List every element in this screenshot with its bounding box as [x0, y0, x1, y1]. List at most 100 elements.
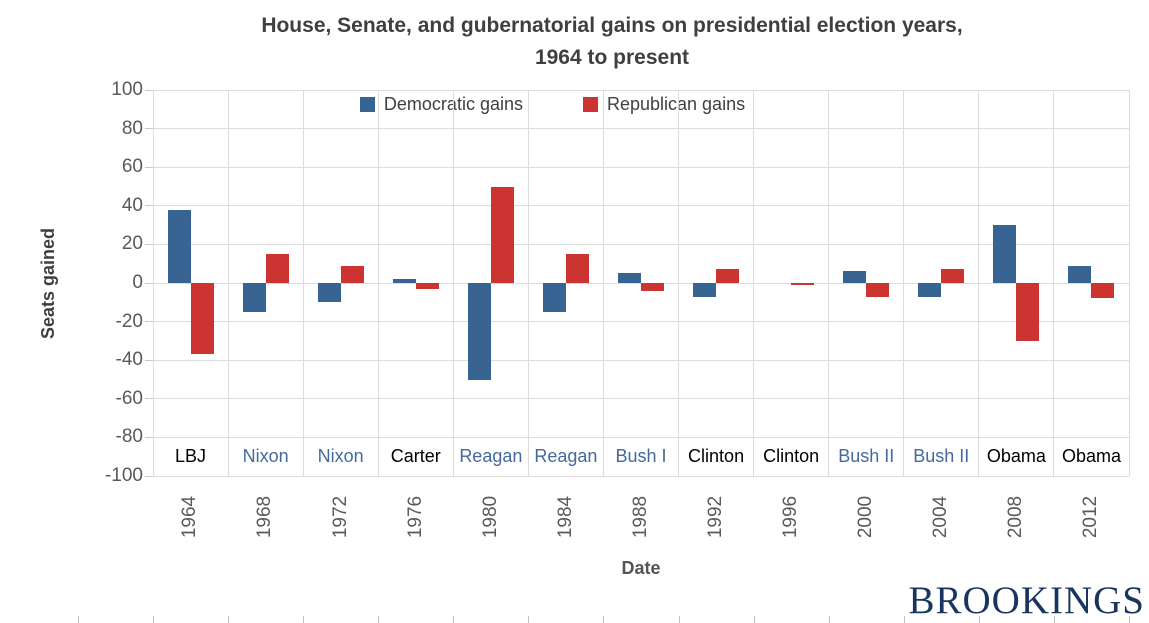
- president-label-1992: Clinton: [688, 446, 745, 466]
- year-text: 2000: [855, 495, 877, 539]
- president-label-1984: Reagan: [534, 446, 598, 466]
- president-label-1976: Carter: [390, 446, 441, 466]
- year-text: 2004: [930, 495, 952, 539]
- brookings-logo: BROOKINGS: [908, 579, 1145, 622]
- y-axis-tick: [145, 205, 153, 207]
- president-label-2012: Obama: [1061, 446, 1121, 466]
- y-axis-tick: [145, 475, 153, 477]
- y-axis-tick-label: 0: [132, 272, 143, 293]
- plot-area: -100 -80 -60 -40 -20 0 20 40 60 80 100 LBJ Nixon Nixo…: [105, 79, 1130, 486]
- gridline-vertical: [527, 90, 529, 476]
- bar-republican-1972: [340, 265, 364, 283]
- gridline-vertical: [452, 90, 454, 476]
- bar-republican-2000: [866, 283, 890, 297]
- gridline-vertical: [302, 90, 304, 476]
- year-text: 1976: [404, 495, 426, 539]
- gridline-vertical: [678, 90, 680, 476]
- y-axis-tick: [145, 436, 153, 438]
- gridline-vertical: [377, 90, 379, 476]
- gridline-horizontal: [153, 89, 1129, 91]
- bottom-edge-tick: [77, 616, 79, 623]
- bar-democratic-1984: [542, 283, 566, 312]
- x-axis-tick-label-1972: 1972: [311, 487, 371, 547]
- y-axis-tick-label: -60: [115, 387, 143, 409]
- y-axis-tick-label: -100: [104, 465, 143, 486]
- president-label-1964: LBJ: [175, 446, 207, 466]
- gridline-vertical: [227, 90, 229, 476]
- bottom-edge-tick: [378, 616, 380, 623]
- x-axis-tick-label-1980: 1980: [461, 487, 521, 547]
- x-axis-tick-label-1964: 1964: [161, 487, 221, 547]
- bar-republican-2008: [1016, 283, 1040, 341]
- x-axis-tick-label-2008: 2008: [986, 487, 1046, 547]
- y-axis-tick-label: 60: [121, 156, 143, 178]
- gridline-vertical: [152, 90, 154, 476]
- chart-title-line1: House, Senate, and gubernatorial gains o…: [261, 14, 963, 37]
- x-axis-title: Date: [621, 558, 661, 578]
- bar-republican-1988: [641, 283, 664, 291]
- president-label-1968: Nixon: [242, 446, 289, 466]
- y-axis-tick-label: 20: [121, 233, 143, 255]
- bar-republican-1968: [265, 254, 289, 283]
- bar-republican-2004: [941, 269, 965, 283]
- bar-democratic-1968: [242, 283, 266, 312]
- president-label-2008: Obama: [986, 446, 1046, 466]
- bottom-edge-tick: [1129, 616, 1130, 623]
- y-axis-tick-label: -80: [115, 426, 143, 448]
- gridline-vertical: [978, 90, 980, 476]
- bar-democratic-1976: [392, 279, 416, 283]
- legend-item-republican: Republican gains: [582, 94, 745, 115]
- gridline-vertical: [1053, 90, 1055, 476]
- bottom-edge-tick: [528, 616, 530, 623]
- chart-title-line2: 1964 to present: [534, 46, 690, 69]
- bottom-edge-tick: [303, 616, 305, 623]
- bar-republican-1964: [190, 283, 214, 355]
- gridline-vertical: [903, 90, 905, 476]
- bar-democratic-1964: [167, 209, 191, 283]
- x-axis-tick-label-2000: 2000: [836, 487, 896, 547]
- year-text: 1968: [254, 495, 276, 539]
- bar-democratic-1988: [618, 273, 641, 283]
- bar-republican-1996: [791, 283, 815, 285]
- gridline-horizontal: [153, 205, 1129, 207]
- x-axis-tick-label-1976: 1976: [386, 487, 446, 547]
- x-axis-tick-label-1988: 1988: [611, 487, 671, 547]
- bar-democratic-2004: [918, 283, 942, 297]
- y-axis-tick-label: 80: [121, 117, 143, 139]
- president-label-2004: Bush II: [913, 446, 970, 466]
- year-text: 1996: [780, 495, 802, 539]
- gridline-horizontal: [153, 243, 1129, 245]
- president-label-1988: Bush I: [615, 446, 667, 466]
- bottom-edge-tick: [978, 616, 980, 623]
- y-axis-tick: [145, 243, 153, 245]
- gridline-vertical: [753, 90, 755, 476]
- bottom-edge-tick: [153, 616, 154, 623]
- x-axis-tick-label-1968: 1968: [236, 487, 296, 547]
- gridline-vertical: [602, 90, 604, 476]
- gridline-vertical: [1128, 90, 1130, 476]
- gridline-horizontal: [153, 166, 1129, 168]
- year-text: 1972: [329, 495, 351, 539]
- bar-democratic-2012: [1068, 265, 1092, 283]
- y-axis-tick-label: 100: [111, 79, 143, 100]
- y-axis-title-text: Seats gained: [38, 227, 59, 339]
- y-axis-tick: [145, 321, 153, 323]
- gridline-horizontal: [153, 321, 1129, 323]
- gridline-vertical: [828, 90, 830, 476]
- gridline-horizontal: [153, 436, 1129, 438]
- x-axis-tick-label-1984: 1984: [536, 487, 596, 547]
- gridline-horizontal: [153, 128, 1129, 130]
- y-axis-tick: [145, 89, 153, 91]
- bar-democratic-1972: [317, 283, 341, 303]
- bottom-edge-tick: [828, 616, 830, 623]
- y-axis-tick: [145, 282, 153, 284]
- year-text: 1984: [554, 495, 576, 539]
- y-axis-tick: [145, 128, 153, 130]
- bottom-edge-tick: [903, 616, 905, 623]
- year-text: 2008: [1005, 495, 1027, 539]
- bottom-edge-tick: [1053, 616, 1055, 623]
- president-label-1996: Clinton: [763, 446, 820, 466]
- year-text: 2012: [1080, 495, 1102, 539]
- x-axis-tick-label-2012: 2012: [1061, 487, 1121, 547]
